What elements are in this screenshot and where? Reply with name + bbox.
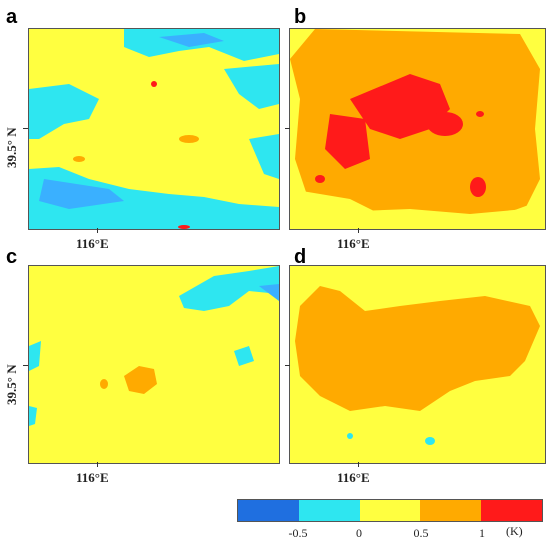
xtick-mark-d bbox=[358, 462, 359, 467]
ytick-mark-d bbox=[285, 365, 290, 366]
panel-label-b: b bbox=[294, 6, 307, 28]
xtick-mark-c bbox=[97, 462, 98, 467]
colorbar-tick-minus-0.5: -0.5 bbox=[288, 526, 308, 540]
map-b-svg bbox=[290, 29, 545, 229]
colorbar-segment-yellow bbox=[359, 500, 421, 521]
colorbar-segment-cyan bbox=[298, 500, 360, 521]
colorbar bbox=[237, 499, 543, 522]
panel-label-d: d bbox=[294, 246, 307, 268]
map-panel-b bbox=[289, 28, 546, 230]
map-panel-d bbox=[289, 265, 546, 464]
colorbar-tick-1: 1 bbox=[479, 526, 485, 540]
colorbar-tick-0: 0 bbox=[356, 526, 362, 540]
panel-label-a: a bbox=[6, 6, 18, 28]
colorbar-segment-blue bbox=[238, 500, 299, 521]
xtick-mark-b bbox=[358, 228, 359, 233]
ytick-mark-a bbox=[23, 128, 28, 129]
ytick-mark-b bbox=[285, 128, 290, 129]
map-panel-c bbox=[28, 265, 280, 464]
xtick-label-b: 116°E bbox=[337, 236, 370, 251]
map-c-svg bbox=[29, 266, 279, 463]
map-a-svg bbox=[29, 29, 279, 229]
colorbar-segment-red bbox=[481, 500, 542, 521]
map-d-svg bbox=[290, 266, 545, 463]
colorbar-unit: (K) bbox=[506, 524, 523, 538]
xtick-mark-a bbox=[97, 228, 98, 233]
colorbar-tick-0.5: 0.5 bbox=[413, 526, 429, 540]
xtick-label-d: 116°E bbox=[337, 470, 370, 485]
map-panel-a bbox=[28, 28, 280, 230]
xtick-label-c: 116°E bbox=[76, 470, 109, 485]
xtick-label-a: 116°E bbox=[76, 236, 109, 251]
ytick-mark-c bbox=[23, 365, 28, 366]
ytick-label-c: 39.5° N bbox=[4, 364, 19, 405]
colorbar-segment-orange bbox=[420, 500, 482, 521]
ytick-label-a: 39.5° N bbox=[4, 127, 19, 168]
panel-label-c: c bbox=[6, 246, 18, 268]
